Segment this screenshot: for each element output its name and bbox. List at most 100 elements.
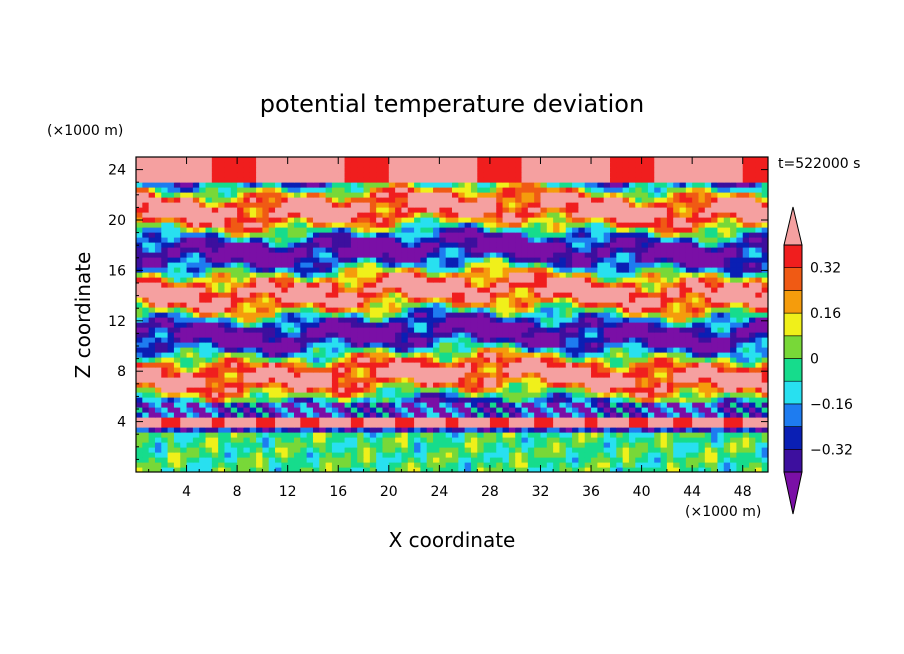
heatmap-cell (508, 252, 516, 258)
heatmap-cell (723, 297, 731, 303)
heatmap-cell (363, 432, 371, 438)
heatmap-cell (186, 252, 194, 258)
heatmap-cell (357, 232, 365, 238)
heatmap-cell (256, 347, 263, 353)
heatmap-cell (489, 237, 497, 243)
heatmap-cell (256, 417, 263, 423)
heatmap-cell (237, 457, 245, 463)
heatmap-cell (647, 342, 655, 348)
heatmap-cell (464, 337, 472, 343)
heatmap-cell (489, 437, 497, 443)
heatmap-cell (243, 417, 251, 423)
heatmap-cell (591, 332, 598, 338)
heatmap-cell (211, 372, 219, 378)
heatmap-cell (546, 302, 554, 308)
heatmap-cell (142, 442, 150, 448)
heatmap-cell (300, 442, 308, 448)
heatmap-cell (407, 332, 415, 338)
heatmap-cell (382, 347, 390, 353)
heatmap-cell (546, 327, 554, 333)
heatmap-cell (572, 392, 579, 398)
heatmap-cell (363, 227, 371, 233)
heatmap-cell (641, 452, 649, 458)
heatmap-cell (597, 317, 605, 323)
heatmap-cell (711, 312, 719, 318)
heatmap-cell (584, 447, 592, 453)
heatmap-cell (325, 447, 333, 453)
heatmap-cell (761, 422, 768, 428)
heatmap-cell (325, 267, 333, 273)
heatmap-cell (445, 297, 453, 303)
heatmap-cell (565, 327, 573, 333)
heatmap-cell (211, 462, 219, 468)
heatmap-cell (256, 267, 263, 273)
heatmap-cell (281, 332, 289, 338)
heatmap-cell (363, 252, 371, 258)
heatmap-cell (717, 467, 725, 472)
heatmap-cell (376, 252, 384, 258)
heatmap-cell (344, 312, 352, 318)
heatmap-cell (477, 302, 485, 308)
heatmap-cell (723, 462, 731, 468)
heatmap-cell (723, 407, 731, 413)
heatmap-cell (350, 262, 358, 268)
heatmap-cell (180, 342, 188, 348)
heatmap-cell (508, 387, 516, 393)
heatmap-cell (388, 337, 396, 343)
heatmap-cell (464, 332, 472, 338)
heatmap-cell (698, 422, 706, 428)
heatmap-cell (281, 452, 289, 458)
heatmap-cell (161, 307, 169, 313)
heatmap-cell (319, 322, 327, 328)
heatmap-cell (433, 332, 440, 338)
heatmap-cell (414, 257, 421, 263)
heatmap-cell (464, 232, 472, 238)
heatmap-cell (369, 347, 377, 353)
heatmap-cell (287, 302, 295, 308)
heatmap-cell (382, 297, 390, 303)
heatmap-cell (186, 387, 194, 393)
heatmap-cell (553, 432, 561, 438)
heatmap-cell (534, 357, 542, 363)
heatmap-cell (256, 402, 263, 408)
heatmap-cell (173, 342, 181, 348)
heatmap-cell (489, 352, 497, 358)
heatmap-cell (249, 312, 257, 318)
heatmap-cell (553, 457, 561, 463)
heatmap-cell (464, 237, 472, 243)
heatmap-cell (660, 312, 668, 318)
heatmap-cell (452, 457, 459, 463)
heatmap-cell (527, 272, 535, 278)
heatmap-cell (154, 327, 162, 333)
heatmap-cell (306, 312, 314, 318)
heatmap-cell (148, 317, 156, 323)
heatmap-cell (685, 332, 693, 338)
heatmap-cell (489, 422, 497, 428)
heatmap-cell (515, 437, 523, 443)
heatmap-cell (458, 272, 466, 278)
heatmap-cell (325, 407, 333, 413)
heatmap-cell (205, 232, 213, 238)
heatmap-cell (312, 247, 320, 253)
heatmap-cell (489, 277, 497, 283)
heatmap-cell (363, 337, 371, 343)
heatmap-cell (458, 432, 466, 438)
heatmap-cell (414, 362, 421, 368)
heatmap-cell (654, 352, 662, 358)
heatmap-cell (464, 262, 472, 268)
heatmap-cell (243, 292, 251, 298)
heatmap-cell (540, 247, 548, 253)
heatmap-cell (161, 452, 169, 458)
heatmap-cell (559, 227, 567, 233)
heatmap-cell (616, 427, 624, 433)
heatmap-cell (256, 407, 263, 413)
heatmap-cell (199, 442, 207, 448)
heatmap-cell (502, 282, 510, 288)
heatmap-cell (433, 402, 440, 408)
heatmap-cell (230, 312, 238, 318)
heatmap-cell (224, 422, 232, 428)
heatmap-cell (711, 327, 719, 333)
heatmap-cell (515, 247, 523, 253)
heatmap-cell (173, 282, 181, 288)
heatmap-cell (249, 377, 257, 383)
